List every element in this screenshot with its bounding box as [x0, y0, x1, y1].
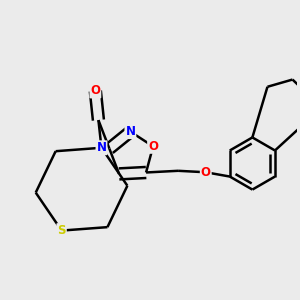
Text: O: O — [201, 166, 211, 179]
Text: O: O — [90, 84, 100, 98]
Text: N: N — [97, 141, 106, 154]
Text: O: O — [148, 140, 158, 153]
Text: S: S — [57, 224, 66, 237]
Text: N: N — [125, 125, 135, 138]
